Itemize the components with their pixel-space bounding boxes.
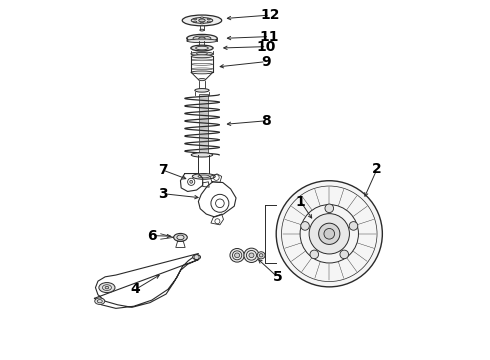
Ellipse shape (194, 18, 197, 20)
Text: 5: 5 (272, 270, 282, 284)
Text: 6: 6 (147, 229, 157, 243)
Text: 12: 12 (260, 8, 280, 22)
Circle shape (309, 213, 349, 254)
Text: 7: 7 (158, 163, 167, 177)
Ellipse shape (105, 286, 109, 289)
Ellipse shape (276, 181, 382, 287)
Ellipse shape (194, 21, 197, 23)
Ellipse shape (191, 45, 213, 51)
Ellipse shape (191, 18, 213, 23)
Text: 10: 10 (257, 40, 276, 54)
Ellipse shape (95, 298, 105, 305)
Ellipse shape (199, 19, 205, 22)
Ellipse shape (187, 39, 217, 42)
Text: 11: 11 (260, 30, 279, 44)
Ellipse shape (207, 18, 210, 20)
Text: 9: 9 (261, 55, 270, 69)
Circle shape (190, 180, 193, 183)
Circle shape (318, 223, 340, 244)
Ellipse shape (249, 253, 254, 258)
Text: 4: 4 (131, 282, 141, 296)
Ellipse shape (200, 22, 203, 24)
Circle shape (310, 250, 318, 259)
Ellipse shape (187, 35, 217, 42)
Circle shape (325, 204, 334, 213)
Circle shape (301, 222, 309, 230)
FancyBboxPatch shape (199, 94, 208, 155)
Ellipse shape (230, 248, 245, 262)
Ellipse shape (191, 153, 213, 157)
Circle shape (349, 222, 358, 230)
Ellipse shape (191, 71, 213, 74)
Ellipse shape (193, 36, 211, 41)
Ellipse shape (257, 252, 265, 259)
Circle shape (324, 229, 335, 239)
Ellipse shape (173, 233, 187, 241)
Text: 8: 8 (261, 114, 270, 128)
Ellipse shape (192, 174, 215, 179)
Ellipse shape (191, 52, 213, 55)
Ellipse shape (99, 283, 115, 293)
Ellipse shape (182, 15, 221, 26)
Text: 3: 3 (158, 186, 167, 201)
Ellipse shape (207, 21, 210, 23)
Text: 1: 1 (295, 194, 305, 208)
Ellipse shape (200, 29, 204, 31)
Ellipse shape (200, 17, 203, 18)
Text: 2: 2 (372, 162, 382, 176)
Ellipse shape (235, 253, 240, 258)
Ellipse shape (191, 55, 213, 58)
Circle shape (340, 250, 348, 259)
Ellipse shape (193, 255, 200, 260)
Ellipse shape (195, 89, 209, 92)
Ellipse shape (244, 248, 259, 262)
Ellipse shape (198, 78, 205, 81)
